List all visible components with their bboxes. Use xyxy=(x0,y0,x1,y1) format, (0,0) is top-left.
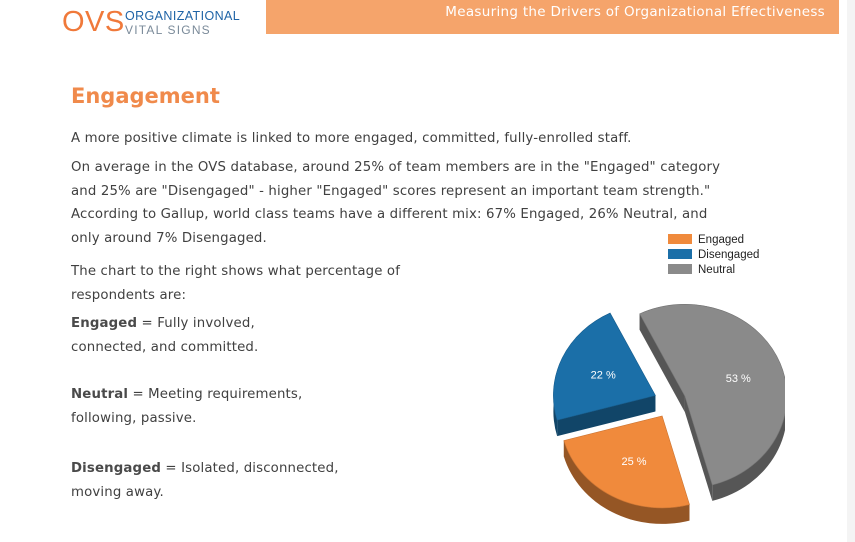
slice-label-disengaged: 22 % xyxy=(591,369,616,381)
definition-term: Engaged xyxy=(71,316,138,331)
definition-disengaged: Disengaged = Isolated, disconnected, mov… xyxy=(71,457,361,504)
page-heading: Engagement xyxy=(71,84,220,108)
logo-abbr: OVS xyxy=(62,6,125,38)
legend-label-engaged: Engaged xyxy=(698,234,744,246)
header-title: Measuring the Drivers of Organizational … xyxy=(445,4,825,20)
header-bar: Measuring the Drivers of Organizational … xyxy=(266,0,839,34)
chart-legend: Engaged Disengaged Neutral xyxy=(668,234,759,276)
page-edge-strip xyxy=(847,0,855,542)
engagement-pie-chart: Engaged Disengaged Neutral 53 % 22 % 25 % xyxy=(553,234,785,524)
legend-swatch-disengaged xyxy=(668,249,692,259)
pie-slice-neutral: 53 % xyxy=(639,304,785,501)
slice-label-neutral: 53 % xyxy=(726,373,751,385)
definition-neutral: Neutral = Meeting requirements, followin… xyxy=(71,383,321,430)
definition-term: Neutral xyxy=(71,387,129,402)
database-paragraph: On average in the OVS database, around 2… xyxy=(71,160,721,246)
definition-text: = Isolated, disconnected, moving away. xyxy=(71,461,339,500)
legend-label-disengaged: Disengaged xyxy=(698,249,759,261)
slice-label-engaged: 25 % xyxy=(622,456,647,468)
intro-paragraph: A more positive climate is linked to mor… xyxy=(71,131,632,146)
definition-text: = Fully involved, connected, and committ… xyxy=(71,316,259,355)
logo-line1: ORGANIZATIONAL xyxy=(125,9,241,23)
definition-engaged: Engaged = Fully involved, connected, and… xyxy=(71,312,321,359)
logo-line2: VITAL SIGNS xyxy=(125,23,211,37)
legend-swatch-neutral xyxy=(668,264,692,274)
legend-swatch-engaged xyxy=(668,234,692,244)
pie-slice-disengaged: 22 % xyxy=(553,312,656,437)
pie-slice-engaged: 25 % xyxy=(563,415,690,524)
definition-term: Disengaged xyxy=(71,461,162,476)
chart-intro-paragraph: The chart to the right shows what percen… xyxy=(71,264,401,303)
legend-label-neutral: Neutral xyxy=(698,264,735,276)
definition-text: = Meeting requirements, following, passi… xyxy=(71,387,303,426)
